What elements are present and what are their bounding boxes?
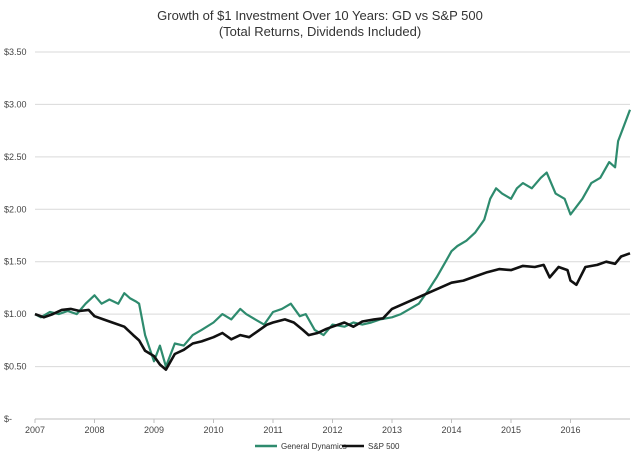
x-axis-tick-labels: 2007 2008 2009 2010 2011 2012 2013 2014 2015 2016: [25, 419, 581, 435]
chart-title: Growth of $1 Investment Over 10 Years: G…: [157, 8, 483, 23]
y-tick-label: $-: [4, 414, 12, 424]
x-tick-label: 2014: [441, 425, 461, 435]
x-tick-label: 2009: [144, 425, 164, 435]
x-tick-label: 2011: [263, 425, 282, 435]
legend-item-sp500: S&P 500: [368, 442, 400, 451]
x-tick-label: 2007: [25, 425, 45, 435]
y-tick-label: $0.50: [4, 362, 27, 372]
series-lines: [34, 109, 632, 372]
y-tick-label: $3.00: [4, 99, 27, 109]
y-tick-label: $3.50: [4, 47, 27, 57]
series-line-sp500: [34, 252, 631, 372]
chart-subtitle: (Total Returns, Dividends Included): [218, 24, 422, 39]
x-tick-label: 2012: [322, 425, 342, 435]
x-tick-label: 2015: [501, 425, 521, 435]
y-tick-label: $1.00: [4, 309, 27, 319]
legend-item-general-dynamics: General Dynamics: [281, 442, 347, 451]
y-tick-label: $1.50: [4, 257, 27, 267]
x-tick-label: 2013: [382, 425, 402, 435]
x-tick-label: 2010: [203, 425, 223, 435]
series-line-general-dynamics: [34, 109, 632, 368]
y-tick-label: $2.00: [4, 204, 27, 214]
x-tick-label: 2008: [84, 425, 104, 435]
y-tick-label: $2.50: [4, 152, 27, 162]
legend: General Dynamics S&P 500: [255, 442, 400, 451]
gridlines: [35, 51, 630, 368]
x-tick-label: 2016: [560, 425, 580, 435]
y-axis-tick-labels: $- $0.50 $1.00 $1.50 $2.00 $2.50 $3.00 $3.50: [4, 47, 27, 424]
